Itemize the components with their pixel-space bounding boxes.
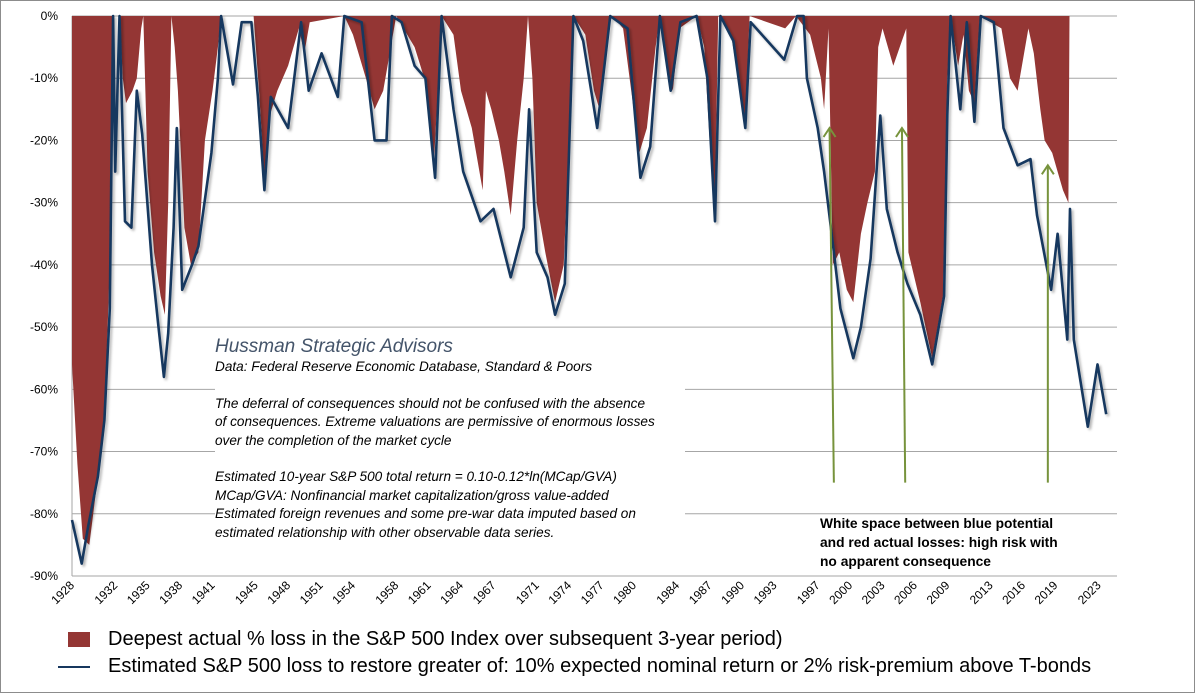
x-axis: 1928 1932 1935 1938 1941 1945 1948 1951 1954 1958…	[48, 578, 1104, 607]
callout-line: White space between blue potential	[820, 516, 1054, 531]
note-source: Data: Federal Reserve Economic Database,…	[215, 359, 593, 374]
x-tick-label: 1951	[297, 578, 326, 607]
annotation-arrow	[895, 126, 909, 483]
annotation-arrows	[822, 126, 1055, 483]
legend-swatch-estimated	[58, 665, 90, 668]
legend-label-estimated: Estimated S&P 500 loss to restore greate…	[108, 655, 1092, 677]
x-tick-label: 1948	[264, 578, 293, 607]
y-tick-label: -80%	[30, 507, 58, 521]
x-tick-label: 1993	[751, 578, 780, 607]
legend-swatch-actual	[68, 632, 90, 647]
x-tick-label: 1964	[437, 578, 466, 607]
x-tick-label: 2006	[891, 578, 920, 607]
x-tick-label: 1941	[189, 578, 218, 607]
x-tick-label: 1945	[232, 578, 261, 607]
arrow-shaft	[828, 127, 835, 483]
x-tick-label: 1961	[405, 578, 434, 607]
note-line: MCap/GVA: Nonfinancial market capitaliza…	[215, 487, 609, 503]
x-tick-label: 2009	[924, 578, 953, 607]
callout-line: no apparent consequence	[820, 554, 991, 569]
note-line: of consequences. Extreme valuations are …	[215, 414, 655, 429]
y-tick-label: -10%	[30, 71, 58, 85]
x-tick-label: 1971	[513, 578, 542, 607]
note-line: over the completion of the market cycle	[215, 432, 452, 448]
estimated-loss-line	[70, 14, 1108, 565]
x-tick-label: 1977	[578, 578, 607, 607]
note-title: Hussman Strategic Advisors	[215, 336, 453, 357]
arrow-shaft	[900, 127, 907, 483]
legend-item-actual: Deepest actual % loss in the S&P 500 Ind…	[58, 626, 1091, 653]
y-tick-label: -20%	[30, 133, 58, 147]
y-tick-label: 0%	[41, 9, 59, 23]
x-tick-label: 1984	[654, 578, 683, 607]
y-tick-label: -70%	[30, 445, 58, 459]
y-axis: 0% -10% -20% -30% -40% -50% -60% -70% -80% -90%	[30, 9, 58, 583]
x-tick-label: 1954	[329, 578, 358, 607]
callout-line: and red actual losses: high risk with	[820, 535, 1058, 550]
source-note: Hussman Strategic Advisors Data: Federal…	[215, 336, 685, 548]
x-tick-label: 1938	[156, 578, 185, 607]
note-line: Estimated 10-year S&P 500 total return =…	[215, 469, 617, 484]
y-tick-label: -50%	[30, 320, 58, 334]
note-line: Estimated foreign revenues and some pre-…	[215, 506, 636, 521]
legend: Deepest actual % loss in the S&P 500 Ind…	[58, 626, 1091, 680]
x-tick-label: 2000	[826, 578, 855, 607]
callout-annotation: White space between blue potential and r…	[820, 514, 1058, 571]
series-layer	[70, 14, 1108, 565]
x-tick-label: 2013	[967, 578, 996, 607]
x-tick-label: 1935	[124, 578, 153, 607]
x-tick-label: 1980	[610, 578, 639, 607]
annotation-arrow	[1041, 163, 1055, 483]
x-tick-label: 2019	[1032, 578, 1061, 607]
x-tick-label: 1974	[545, 578, 574, 607]
note-line: estimated relationship with other observ…	[215, 524, 555, 540]
x-tick-label: 2023	[1075, 578, 1104, 607]
legend-label-actual: Deepest actual % loss in the S&P 500 Ind…	[108, 628, 783, 650]
y-tick-label: -90%	[30, 569, 58, 583]
annotation-arrow	[822, 126, 837, 483]
arrow-head-icon	[1041, 163, 1055, 175]
arrow-head-icon	[895, 126, 909, 138]
y-tick-label: -30%	[30, 196, 58, 210]
legend-item-estimated: Estimated S&P 500 loss to restore greate…	[58, 653, 1091, 680]
x-tick-label: 1997	[794, 578, 823, 607]
y-tick-label: -60%	[30, 382, 58, 396]
x-tick-label: 1958	[373, 578, 402, 607]
x-tick-label: 1932	[92, 578, 121, 607]
x-tick-label: 2016	[999, 578, 1028, 607]
note-line: The deferral of consequences should not …	[215, 395, 646, 411]
x-tick-label: 1967	[470, 578, 499, 607]
y-tick-label: -40%	[30, 258, 58, 272]
x-tick-label: 1990	[718, 578, 747, 607]
x-tick-label: 2003	[859, 578, 888, 607]
arrow-head-icon	[822, 126, 837, 138]
x-tick-label: 1987	[686, 578, 715, 607]
